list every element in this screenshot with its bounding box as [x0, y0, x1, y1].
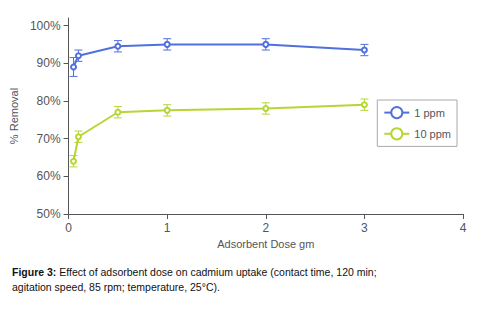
svg-text:1 ppm: 1 ppm	[414, 107, 445, 119]
svg-text:Adsorbent Dose gm: Adsorbent Dose gm	[217, 238, 314, 250]
svg-text:60%: 60%	[37, 169, 61, 183]
svg-text:1: 1	[164, 221, 171, 235]
svg-text:2: 2	[262, 221, 269, 235]
svg-text:80%: 80%	[37, 94, 61, 108]
svg-text:70%: 70%	[37, 132, 61, 146]
svg-text:4: 4	[460, 221, 467, 235]
svg-text:0: 0	[65, 221, 72, 235]
svg-text:3: 3	[361, 221, 368, 235]
svg-text:10 ppm: 10 ppm	[414, 128, 451, 140]
svg-text:Figure 3:: Figure 3:	[12, 266, 56, 278]
svg-text:100%: 100%	[30, 19, 61, 33]
svg-text:% Removal: % Removal	[8, 88, 20, 144]
svg-text:50%: 50%	[37, 207, 61, 221]
svg-text:Effect of adsorbent dose on ca: Effect of adsorbent dose on cadmium upta…	[56, 266, 376, 278]
svg-text:agitation speed, 85 rpm; tempe: agitation speed, 85 rpm; temperature, 25…	[12, 281, 220, 293]
svg-text:90%: 90%	[37, 56, 61, 70]
